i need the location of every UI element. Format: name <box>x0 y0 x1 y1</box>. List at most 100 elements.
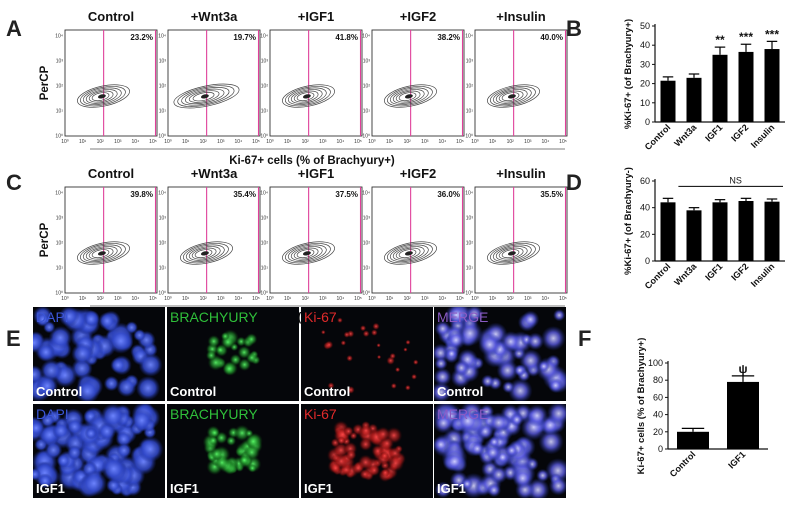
cell-blob <box>48 326 73 350</box>
contour-plot <box>180 241 233 265</box>
cell-blob <box>343 425 354 437</box>
cell-blob <box>327 382 335 390</box>
cell-blob <box>209 427 220 438</box>
category-label: Wnt3a <box>672 261 699 288</box>
cell-blob <box>453 359 470 377</box>
contour-ring <box>501 249 520 259</box>
category-label: Insulin <box>749 122 777 150</box>
flow-plot-title: Control <box>88 9 134 24</box>
flow-y-tick: 10³ <box>261 216 269 222</box>
flow-y-tick: 10² <box>159 241 167 247</box>
y-tick-label: 0 <box>645 256 650 266</box>
cell-blob <box>116 377 137 398</box>
gate-percent: 38.2% <box>437 33 460 42</box>
contour-ring <box>79 243 126 264</box>
flow-x-tick: 10⁰ <box>368 296 376 302</box>
category-label: Insulin <box>749 261 777 289</box>
contour-ring <box>180 241 233 265</box>
flow-plot-title: Control <box>88 166 134 181</box>
flow-plot-frame <box>474 29 568 137</box>
y-axis-label: Ki-67+ cells (% of Brachyury+) <box>636 338 647 475</box>
bar <box>686 210 702 261</box>
flow-plot-frame <box>371 29 465 137</box>
significance-marker: *** <box>765 27 779 41</box>
cell-blob <box>343 331 351 338</box>
contour-ring <box>88 90 114 103</box>
y-tick-label: 40 <box>640 40 650 50</box>
flow-x-tick: 10⁴ <box>542 296 550 302</box>
bar <box>712 54 728 122</box>
flow-y-tick: 10² <box>363 241 371 247</box>
cell-blob <box>220 331 230 341</box>
flow-x-tick: 10⁵ <box>559 296 567 302</box>
micrograph-bg <box>301 404 433 498</box>
bar <box>677 431 709 449</box>
flow-plot: Control 39.8% 10⁰ 10¹ 10² 10³ 10⁴ 10⁰ 10¹ 10² 10³ 1… <box>55 166 158 302</box>
gate-percent: 41.8% <box>335 33 358 42</box>
cell-blob <box>81 470 107 497</box>
contour-plot <box>282 84 335 108</box>
cell-blob <box>245 333 258 346</box>
gate-percent: 40.0% <box>540 33 563 42</box>
flow-x-tick: 10⁵ <box>456 296 464 302</box>
bar <box>727 381 759 449</box>
contour-ring <box>188 90 220 103</box>
flow-y-tick: 10¹ <box>159 266 167 272</box>
flow-plot-frame <box>474 186 568 294</box>
cell-blob <box>478 332 502 357</box>
bar <box>738 201 754 261</box>
flow-x-tick: 10⁰ <box>266 296 274 302</box>
contour-ring <box>287 244 327 263</box>
flow-y-tick: 10¹ <box>363 109 371 115</box>
panel-label-d: D <box>566 170 582 195</box>
cell-blob <box>434 356 448 371</box>
cell-blob <box>103 375 120 392</box>
contour-ring <box>392 246 425 261</box>
cell-blob <box>446 330 466 350</box>
contour-core <box>97 94 106 99</box>
contour-ring <box>296 92 315 102</box>
flow-y-tick: 10² <box>159 84 167 90</box>
contour-ring <box>191 247 217 260</box>
cell-blob <box>345 449 357 461</box>
contour-ring <box>88 247 114 260</box>
flow-y-tick: 10⁴ <box>362 34 370 40</box>
condition-label: Control <box>437 384 483 399</box>
flow-y-tick: 10² <box>56 241 64 247</box>
contour-ring <box>182 243 229 264</box>
cell-blob <box>125 321 138 334</box>
cell-blob <box>320 329 326 335</box>
gate-percent: 39.8% <box>130 190 153 199</box>
flow-x-tick: 10⁰ <box>61 296 69 302</box>
cell-cluster <box>434 404 566 498</box>
flow-y-tick: 10⁰ <box>55 134 63 140</box>
flow-x-tick: 10⁵ <box>456 139 464 145</box>
flow-x-tick: 10¹ <box>284 139 292 145</box>
contour-ring <box>293 247 319 260</box>
cell-blob <box>135 375 161 401</box>
category-label: IGF1 <box>703 122 724 143</box>
flow-y-tick: 10² <box>56 84 64 90</box>
contour-plot <box>384 84 437 108</box>
flow-x-tick: 10⁴ <box>439 296 447 302</box>
cell-blob <box>500 331 522 353</box>
flow-x-tick: 10⁰ <box>164 139 172 145</box>
flow-plot-frame <box>64 186 158 294</box>
y-axis-label: %Ki-67+ (of Brachyury-) <box>623 167 634 275</box>
contour-ring <box>77 241 130 265</box>
cell-blob <box>346 354 353 362</box>
flow-plot-title: +Insulin <box>496 9 546 24</box>
cell-blob <box>488 435 501 449</box>
cell-blob <box>403 347 408 352</box>
flow-y-tick: 10² <box>466 241 474 247</box>
contour-ring <box>384 84 437 108</box>
channel-label: BRACHYURY <box>170 309 258 325</box>
contour-core <box>302 94 311 99</box>
contour-core <box>507 94 516 99</box>
flow-y-tick: 10⁰ <box>465 291 473 297</box>
gate-percent: 35.5% <box>540 190 563 199</box>
flow-x-tick: 10⁵ <box>559 139 567 145</box>
cell-blob <box>512 467 534 489</box>
cell-blob <box>481 374 495 388</box>
cell-blob <box>411 373 418 380</box>
